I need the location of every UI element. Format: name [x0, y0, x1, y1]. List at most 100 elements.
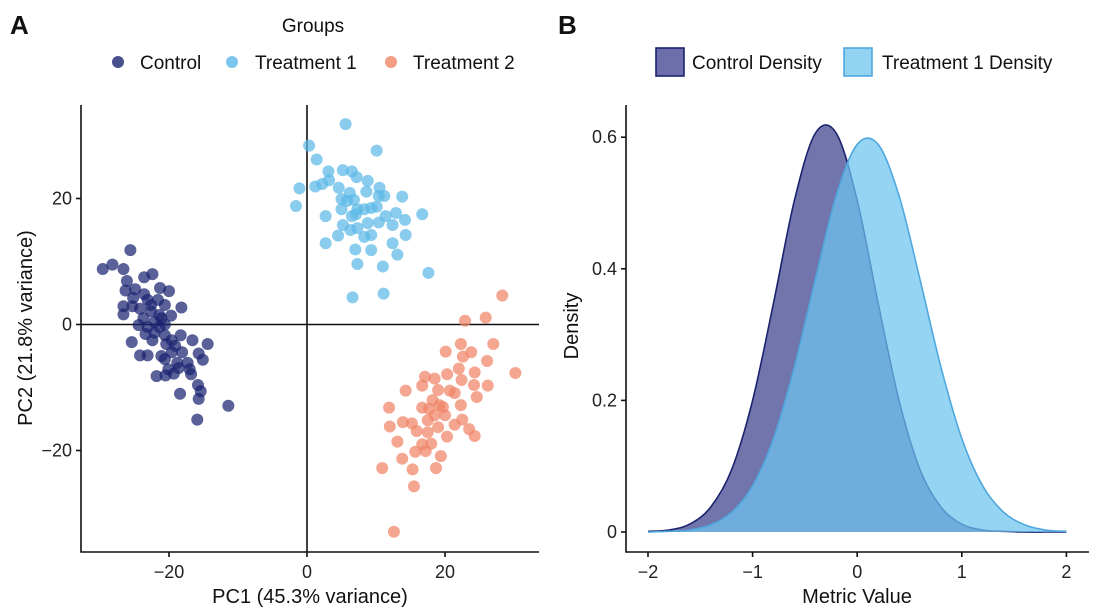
data-point	[124, 244, 137, 257]
data-point	[191, 413, 204, 426]
legend-label: Control Density	[692, 53, 822, 74]
data-point	[361, 174, 374, 187]
data-point	[174, 329, 187, 342]
data-point	[459, 314, 472, 327]
data-point	[176, 346, 189, 359]
y-tick-label: −20	[41, 441, 72, 461]
data-point	[454, 399, 467, 412]
data-point	[167, 367, 180, 380]
data-point	[175, 301, 188, 314]
data-point	[293, 182, 306, 195]
data-point	[350, 171, 363, 184]
y-tick-label: 0.4	[592, 259, 617, 279]
data-point	[372, 216, 385, 229]
data-point	[468, 366, 481, 379]
data-point	[386, 218, 399, 231]
legend-swatch-icon	[843, 47, 873, 77]
legend-label: Treatment 1	[255, 53, 357, 74]
data-point	[378, 189, 391, 202]
data-point	[376, 260, 389, 273]
legend-marker-icon	[112, 56, 124, 68]
data-point	[96, 263, 109, 276]
data-point	[448, 387, 461, 400]
data-point	[496, 289, 509, 302]
data-point	[421, 414, 434, 427]
x-tick-label: 0	[852, 562, 862, 582]
data-point	[106, 258, 119, 271]
data-point	[289, 200, 302, 213]
data-point	[146, 334, 159, 347]
data-point	[416, 208, 429, 221]
legend-label: Treatment 1 Density	[882, 53, 1053, 74]
data-point	[323, 174, 336, 187]
panel-label-a: A	[10, 10, 29, 40]
data-point	[432, 421, 445, 434]
density-plot: −2 −1 0 1 2 0 0.2 0.4 0.6	[592, 105, 1089, 582]
data-point	[370, 200, 383, 213]
data-point	[376, 462, 389, 475]
legend-marker-icon	[385, 56, 397, 68]
data-point	[432, 384, 445, 397]
x-tick-label: 2	[1061, 562, 1071, 582]
data-point	[454, 338, 467, 351]
legend-marker-icon	[226, 56, 238, 68]
treatment-1-density-area	[648, 138, 1067, 532]
scatter-plot: −20 0 20 −20 0 20	[41, 105, 539, 582]
data-point	[399, 229, 412, 242]
data-point	[416, 379, 429, 392]
data-point	[349, 243, 362, 256]
series-treatment-2	[376, 289, 522, 538]
x-tick-label: 0	[302, 562, 312, 582]
data-point	[455, 373, 468, 386]
data-point	[145, 298, 158, 311]
data-point	[398, 213, 411, 226]
data-point	[439, 345, 452, 358]
data-point	[163, 285, 175, 298]
data-point	[150, 370, 163, 383]
data-point	[386, 237, 399, 250]
data-point	[335, 203, 348, 216]
data-point	[196, 353, 209, 366]
data-point	[322, 165, 335, 178]
data-point	[396, 416, 409, 429]
x-tick-label: −2	[638, 562, 659, 582]
series-control	[96, 244, 235, 426]
data-point	[421, 426, 434, 439]
y-tick-label: 0.2	[592, 390, 617, 410]
data-point	[119, 284, 132, 297]
axis-lines-b	[625, 105, 1089, 553]
x-axis-title-a: PC1 (45.3% variance)	[212, 586, 408, 608]
data-point	[155, 312, 168, 325]
data-point	[470, 390, 483, 403]
data-point	[387, 525, 400, 538]
x-tick-label: 20	[435, 562, 455, 582]
data-point	[351, 258, 364, 271]
data-point	[351, 222, 364, 235]
data-point	[132, 319, 145, 332]
data-point	[396, 452, 409, 465]
data-point	[165, 309, 178, 322]
data-point	[383, 401, 396, 414]
data-point	[117, 263, 130, 276]
data-point	[377, 287, 390, 300]
data-point	[125, 336, 138, 349]
axis-lines-a	[80, 105, 539, 553]
data-point	[406, 463, 419, 476]
data-point	[391, 435, 404, 448]
panel-label-b: B	[558, 10, 577, 40]
data-point	[509, 367, 522, 380]
data-point	[430, 462, 443, 475]
legend-label: Treatment 2	[413, 53, 515, 74]
data-point	[428, 372, 441, 385]
data-point	[365, 244, 378, 257]
data-point	[339, 118, 352, 131]
data-point	[347, 193, 360, 206]
data-point	[434, 450, 447, 463]
data-point	[365, 229, 378, 242]
data-point	[332, 229, 345, 242]
x-tick-label: −20	[154, 562, 185, 582]
data-point	[441, 368, 454, 381]
data-point	[391, 248, 404, 261]
data-point	[383, 420, 396, 433]
